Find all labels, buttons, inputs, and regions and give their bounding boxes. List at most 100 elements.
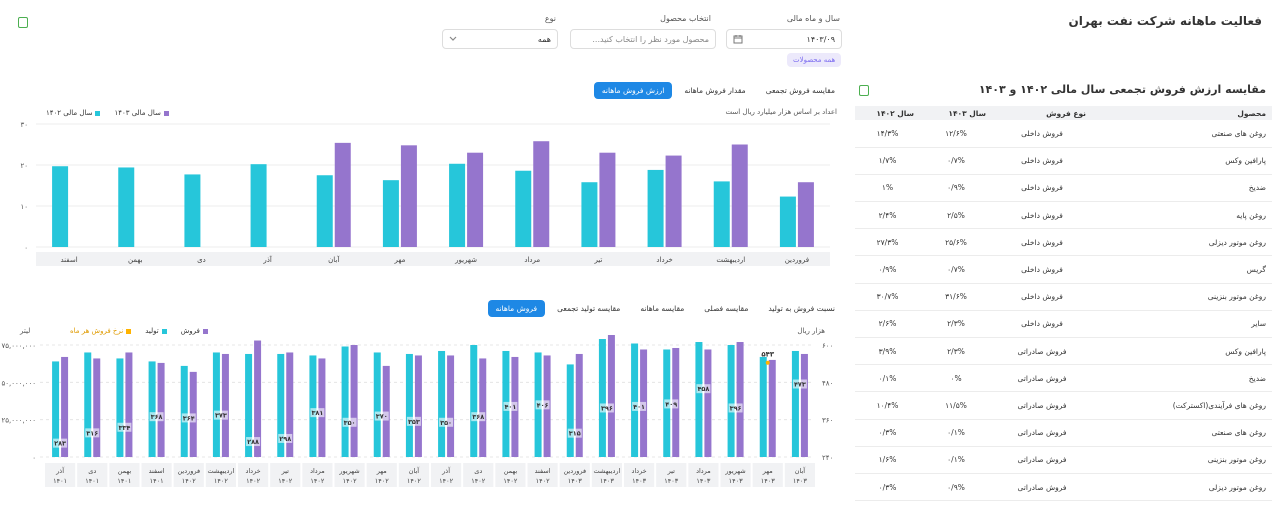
bar-production[interactable] [695,342,703,457]
bar-1402[interactable] [316,175,333,247]
x-tick-year: ۱۴۰۲ [375,477,389,485]
x-tick-month: مهر [762,467,773,475]
x-tick-year: ۱۴۰۲ [182,477,196,485]
bar-production[interactable] [373,352,381,457]
bar-1403[interactable] [467,152,484,247]
bar-production[interactable] [116,358,124,457]
bar-production[interactable] [405,353,413,457]
bar-production[interactable] [148,361,156,457]
rate-label: ۲۸۸ [247,438,259,446]
bar-sales[interactable] [382,365,390,457]
bar-1403[interactable] [533,141,550,247]
bar-production[interactable] [631,343,639,457]
bar-sales[interactable] [61,356,69,457]
x-tick-year: ۱۴۰۲ [278,477,292,485]
bar-production[interactable] [245,353,253,457]
bar-sales[interactable] [704,349,712,457]
tab-monthly-sales-value[interactable]: ارزش فروش ماهانه [593,82,673,99]
bar-1402[interactable] [184,174,201,247]
bar-sales[interactable] [479,358,487,457]
bar-1402[interactable] [647,169,664,247]
bar-sales[interactable] [221,353,229,457]
bar-1402[interactable] [779,196,796,247]
bar-production[interactable] [727,345,735,457]
legend-production[interactable]: تولید [145,327,167,335]
bar-sales[interactable] [93,358,101,457]
tab-monthly-sales[interactable]: فروش ماهانه [487,300,546,317]
bar-1403[interactable] [400,145,417,247]
bar-sales[interactable] [800,353,808,457]
bar-1402[interactable] [581,182,598,247]
bar-sales[interactable] [447,355,455,457]
bar-sales[interactable] [607,335,615,457]
bar-production[interactable] [598,339,606,457]
bar-sales[interactable] [768,359,776,457]
bar-production[interactable] [341,346,349,457]
tab-sales-to-production[interactable]: نسبت فروش به تولید [768,304,835,313]
bar-1403[interactable] [797,182,814,247]
tab-cumulative-sales[interactable]: مقایسه فروش تجمعی [765,86,835,95]
bar-sales[interactable] [254,340,262,457]
bar-production[interactable] [566,364,574,457]
bar-sales[interactable] [286,352,294,457]
bar-1402[interactable] [118,167,135,247]
bar-1402[interactable] [713,181,730,247]
bar-sales[interactable] [350,345,358,457]
rate-point[interactable] [765,360,770,365]
bar-production[interactable] [791,350,799,457]
bar-1402[interactable] [449,163,466,247]
table-row: روغن موتور دیزلی فروش صادراتی ۰/۹% ۰/۳% [855,473,1272,502]
bar-sales[interactable] [125,352,133,457]
bar-1403[interactable] [665,155,682,247]
bar-production[interactable] [309,355,317,457]
type-select[interactable]: همه [442,29,558,49]
x-tick-year: ۱۴۰۳ [632,477,646,485]
tab-cumulative-production[interactable]: مقایسه تولید تجمعی [557,304,621,313]
bar-production[interactable] [180,365,188,457]
bar-1403[interactable] [599,152,616,247]
rate-label-bg [632,401,647,411]
rate-label: ۴۰۶ [537,401,549,409]
y-left-tick-label: ۷۵,۰۰۰,۰۰۰ [1,342,36,350]
tab-monthly-sales-quantity[interactable]: مقدار فروش ماهانه [684,86,746,95]
x-tick-month: آذر [441,466,451,475]
legend-1402[interactable]: سال مالی ۱۴۰۲ [46,109,101,117]
export-excel-icon[interactable] [18,17,28,28]
tab-seasonal-comparison[interactable]: مقایسه فصلی [704,304,749,313]
bar-1402[interactable] [52,166,69,247]
bar-sales[interactable] [736,342,744,457]
period-field[interactable]: ۱۴۰۳/۰۹ [726,29,842,49]
rate-label-bg [599,403,614,413]
bar-production[interactable] [438,350,446,457]
bar-1402[interactable] [382,180,399,247]
legend-1403[interactable]: سال مالی ۱۴۰۳ [114,109,169,117]
bar-1402[interactable] [515,170,532,247]
bar-sales[interactable] [575,353,583,457]
export-excel-icon[interactable] [859,85,869,96]
bar-1403[interactable] [731,144,748,248]
legend-sales[interactable]: فروش [181,327,208,335]
bar-production[interactable] [277,353,285,457]
cell-1402: ۲۷/۳% [855,228,920,257]
bar-production[interactable] [212,352,220,457]
bar-production[interactable] [84,352,92,457]
bar-sales[interactable] [318,358,326,457]
x-tick-label: اسفند [61,256,78,264]
bar-production[interactable] [52,361,60,457]
product-select[interactable]: محصول مورد نظر را انتخاب کنید... [570,29,716,49]
rate-label-bg [792,379,807,389]
rate-label-bg [406,416,421,426]
tab-monthly-comparison[interactable]: مقایسه ماهانه [640,304,685,313]
bar-sales[interactable] [414,355,422,457]
product-label: انتخاب محصول [660,14,711,23]
bar-1403[interactable] [334,142,351,247]
chart2-tabs: فروش ماهانه مقایسه تولید تجمعی مقایسه ما… [487,300,843,317]
bar-1402[interactable] [250,164,267,247]
legend-sales-rate[interactable]: نرخ فروش هر ماه [70,327,132,335]
bar-sales[interactable] [157,362,165,457]
all-products-chip[interactable]: همه محصولات [787,53,842,67]
rate-label-bg [149,412,164,422]
bar-production[interactable] [759,356,767,457]
x-tick-year: ۱۴۰۲ [503,477,517,485]
bar-production[interactable] [470,345,478,457]
